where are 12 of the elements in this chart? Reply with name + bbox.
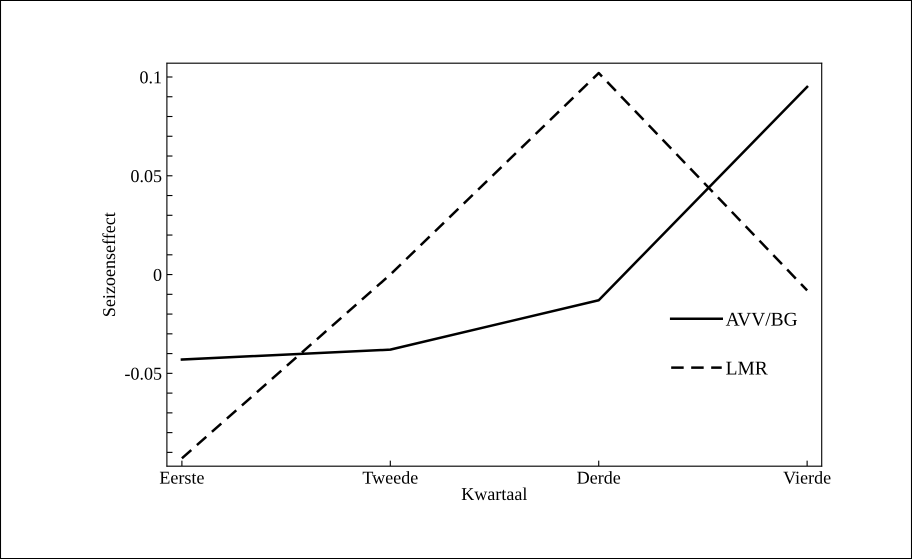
legend-label: AVV/BG bbox=[726, 312, 798, 326]
y-tick-label: 0 bbox=[154, 268, 162, 282]
x-tick-label: Tweede bbox=[362, 471, 418, 484]
legend-label: LMR bbox=[726, 362, 768, 374]
x-axis-title: Kwartaal bbox=[462, 487, 528, 500]
x-tick-label: Eerste bbox=[160, 472, 204, 484]
x-tick-label: Derde bbox=[577, 471, 620, 484]
y-tick-label: -0.05 bbox=[125, 368, 162, 380]
x-tick-label: Vierde bbox=[783, 471, 831, 484]
y-axis-title: Seizoenseffect bbox=[102, 212, 116, 316]
y-tick-label: 0.1 bbox=[140, 71, 161, 84]
y-tick-label: 0.05 bbox=[131, 170, 162, 182]
